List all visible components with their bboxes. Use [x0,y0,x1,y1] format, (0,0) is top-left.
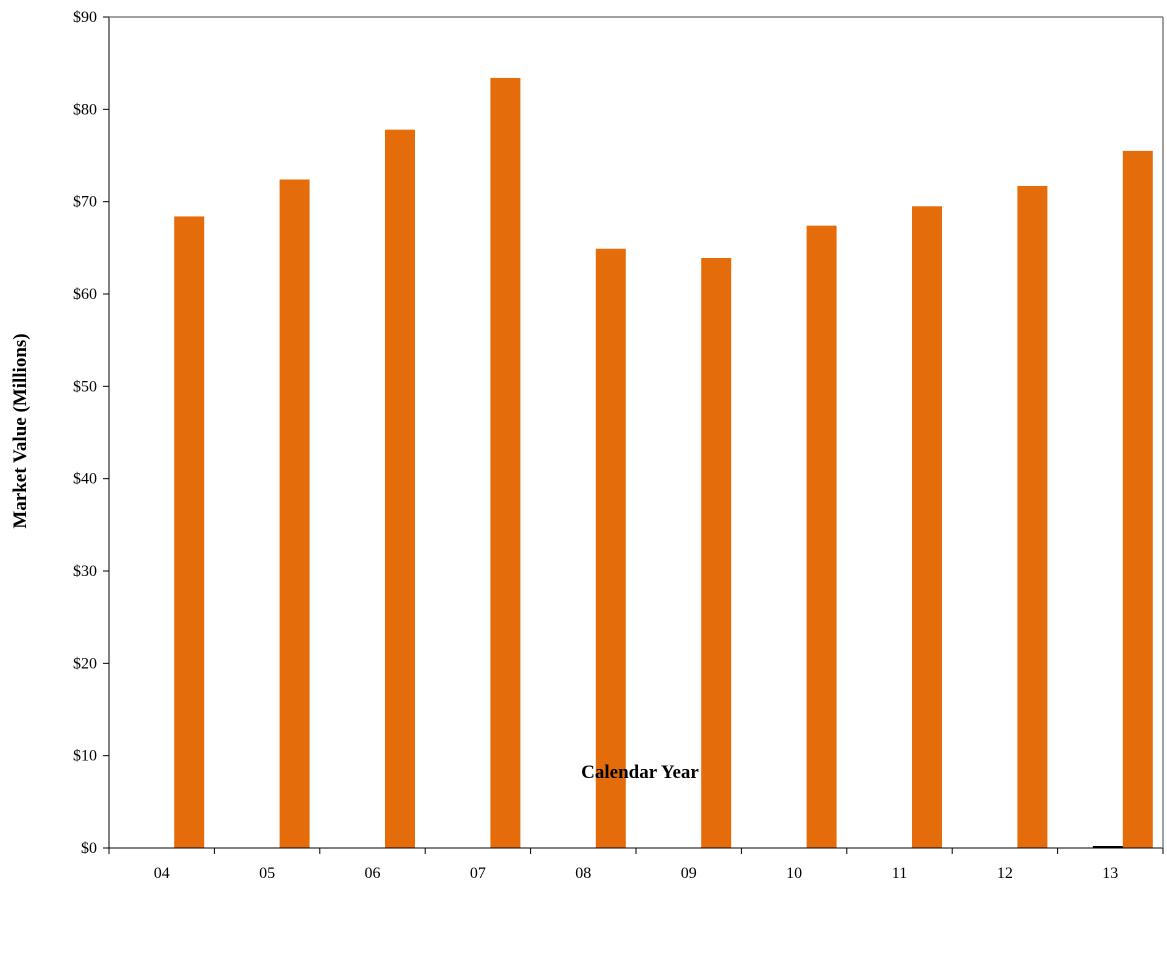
y-tick-label: $20 [73,655,97,672]
bar-series-1 [595,248,626,849]
y-axis-ticks: $0 $10 $20 $30 $40 $50 $60 $70 $80 $90 [73,9,109,857]
y-tick-label: $60 [73,286,97,303]
bar-series-1 [385,129,415,848]
bar-series-1 [1122,150,1153,849]
bar-series-1 [490,77,521,848]
x-tick-label: 07 [470,865,486,882]
y-tick-label: $80 [73,101,97,118]
bar-series-2 [1092,846,1123,848]
bar-series-1 [912,206,942,849]
y-tick-label: $30 [73,563,97,580]
bars [174,77,1153,849]
x-tick-label: 12 [997,865,1013,882]
x-axis-title: Calendar Year [581,762,699,783]
y-tick-label: $0 [81,840,97,857]
y-tick-label: $70 [73,194,97,211]
x-tick-label: 13 [1102,865,1118,882]
bar-series-1 [1017,185,1048,849]
y-axis-title: Market Value (Millions) [10,333,31,528]
x-tick-label: 10 [786,865,802,882]
bar-series-1 [806,225,837,848]
x-tick-label: 08 [575,865,591,882]
x-tick-label: 04 [154,865,170,882]
x-tick-label: 06 [365,865,381,882]
y-tick-label: $40 [73,471,97,488]
bar-series-1 [174,216,205,848]
bar-series-1 [701,257,732,848]
plot-frame [108,16,1164,849]
bar-series-1 [279,179,310,849]
x-axis-ticks: 04 05 06 07 08 09 10 11 12 13 [108,848,1164,882]
y-tick-label: $10 [73,748,97,765]
y-tick-label: $90 [73,9,97,26]
x-tick-label: 11 [892,865,907,882]
x-tick-label: 05 [259,865,275,882]
x-tick-label: 09 [681,865,697,882]
y-tick-label: $50 [73,378,97,395]
